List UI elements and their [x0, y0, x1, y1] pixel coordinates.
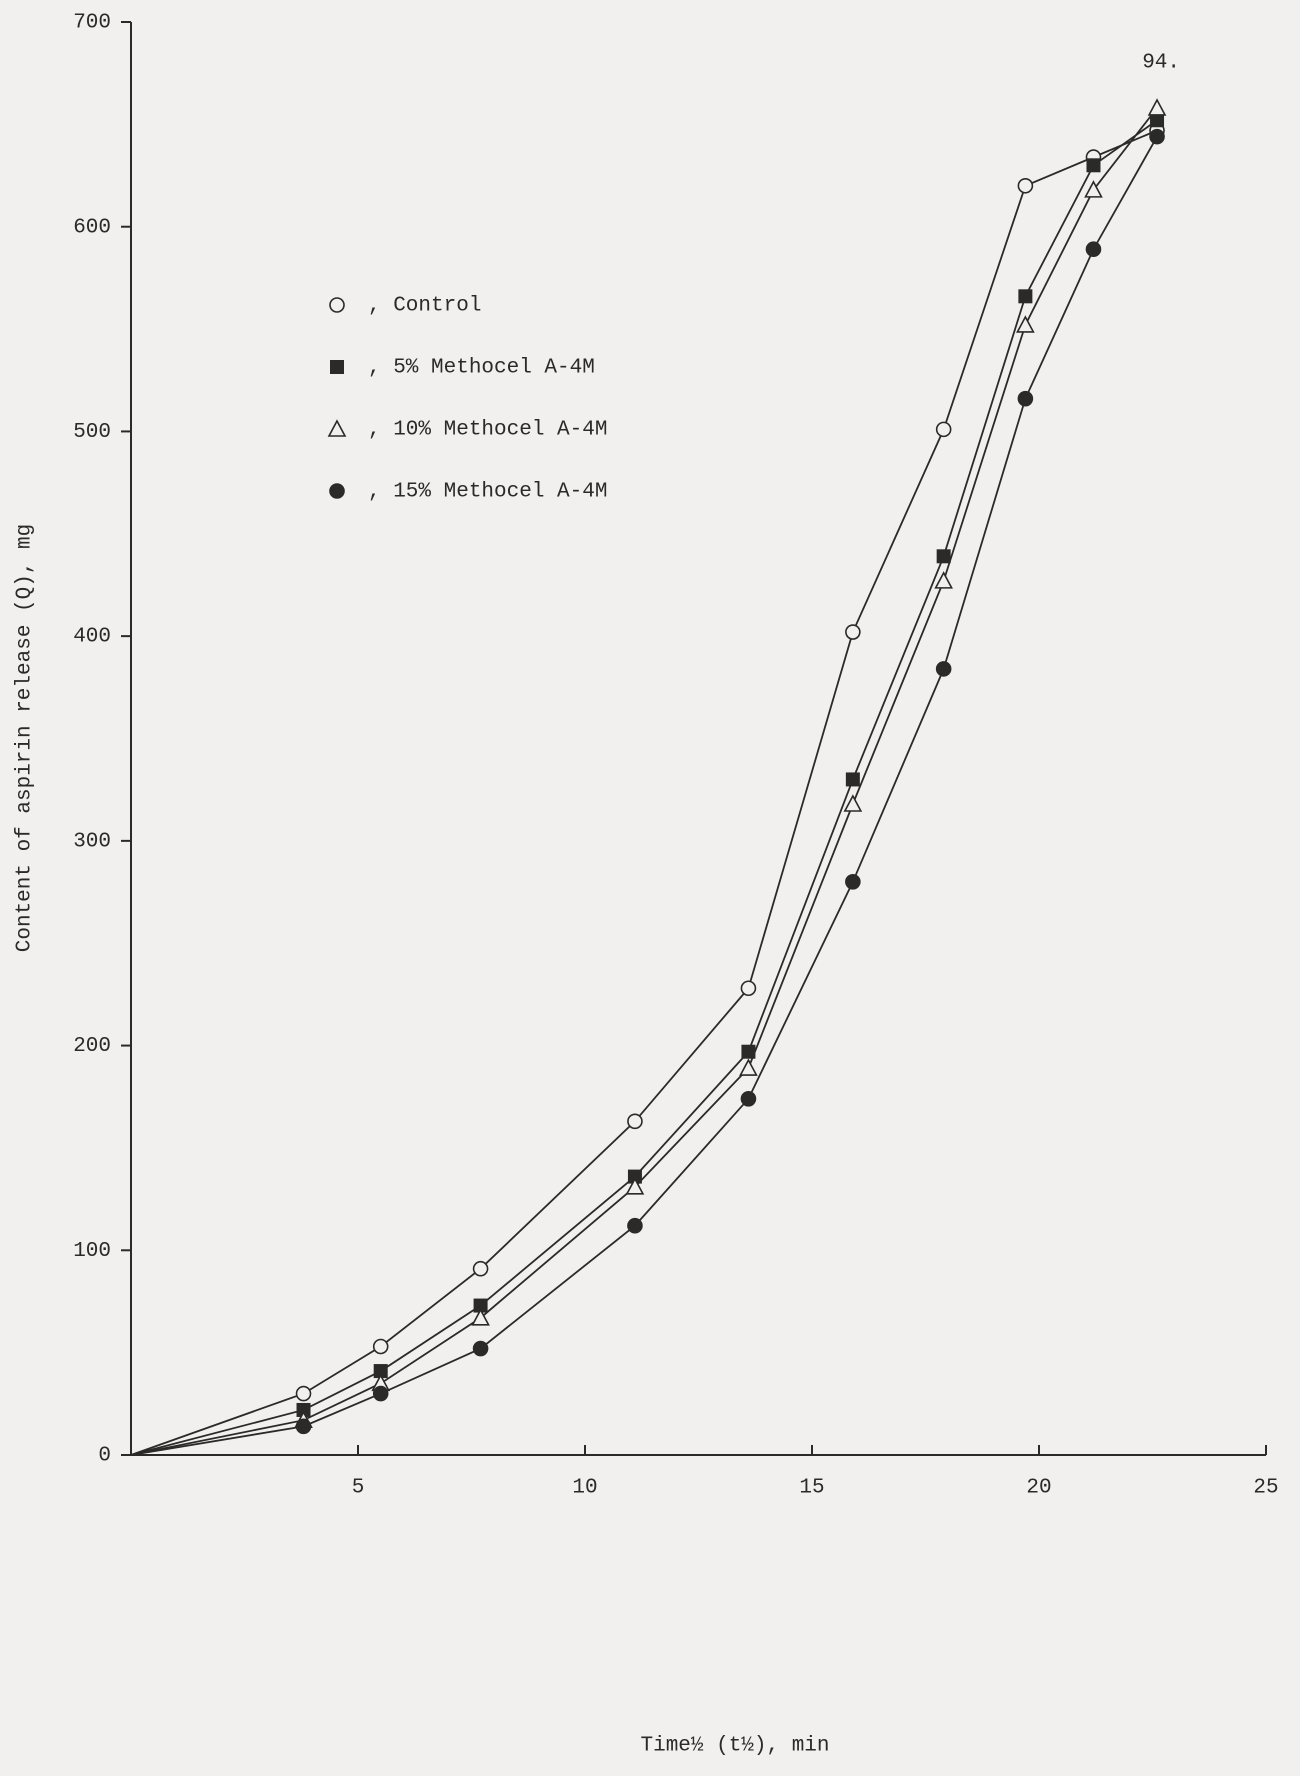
legend-label: , 5% Methocel A-4M	[368, 357, 595, 380]
x-axis-label: Time½ (t½), min	[640, 1735, 829, 1758]
marker	[1086, 158, 1100, 172]
marker	[1017, 317, 1033, 332]
marker	[937, 662, 951, 676]
x-tick-label: 5	[352, 1477, 365, 1500]
marker	[741, 1092, 755, 1106]
y-tick-label: 600	[73, 216, 111, 239]
marker	[374, 1340, 388, 1354]
marker	[374, 1387, 388, 1401]
marker	[1018, 392, 1032, 406]
series-line	[131, 108, 1157, 1455]
y-tick-label: 0	[98, 1445, 111, 1468]
legend-label: , Control	[368, 295, 481, 318]
marker	[474, 1342, 488, 1356]
x-tick-label: 25	[1253, 1477, 1278, 1500]
marker	[845, 796, 861, 811]
y-tick-label: 400	[73, 626, 111, 649]
marker	[740, 1060, 756, 1075]
x-tick-label: 15	[799, 1477, 824, 1500]
marker	[846, 625, 860, 639]
marker	[1018, 179, 1032, 193]
marker	[846, 772, 860, 786]
marker	[937, 422, 951, 436]
marker	[1150, 130, 1164, 144]
marker	[846, 875, 860, 889]
x-tick-label: 10	[572, 1477, 597, 1500]
legend-marker	[329, 421, 345, 436]
legend-label: , 10% Methocel A-4M	[368, 419, 607, 442]
chart: 94. Time½ (t½), min Content of aspirin r…	[0, 0, 1300, 1776]
y-tick-label: 100	[73, 1240, 111, 1263]
marker	[1018, 289, 1032, 303]
y-tick-label: 500	[73, 421, 111, 444]
marker	[937, 549, 951, 563]
y-tick-label: 300	[73, 830, 111, 853]
legend-marker	[330, 298, 344, 312]
y-tick-label: 700	[73, 12, 111, 35]
marker	[297, 1419, 311, 1433]
series-line	[131, 137, 1157, 1455]
y-axis-label: Content of aspirin release (Q), mg	[14, 524, 37, 952]
series-line	[131, 120, 1157, 1455]
page-number: 94.	[1142, 52, 1180, 75]
legend-marker	[330, 360, 344, 374]
y-tick-label: 200	[73, 1035, 111, 1058]
marker	[936, 573, 952, 588]
legend-marker	[330, 484, 344, 498]
marker	[1149, 100, 1165, 115]
x-tick-label: 20	[1026, 1477, 1051, 1500]
series-line	[131, 130, 1157, 1455]
legend-label: , 15% Methocel A-4M	[368, 481, 607, 504]
axes	[131, 22, 1266, 1455]
marker	[741, 981, 755, 995]
marker	[628, 1114, 642, 1128]
marker	[297, 1387, 311, 1401]
marker	[628, 1219, 642, 1233]
marker	[1086, 242, 1100, 256]
marker	[474, 1262, 488, 1276]
